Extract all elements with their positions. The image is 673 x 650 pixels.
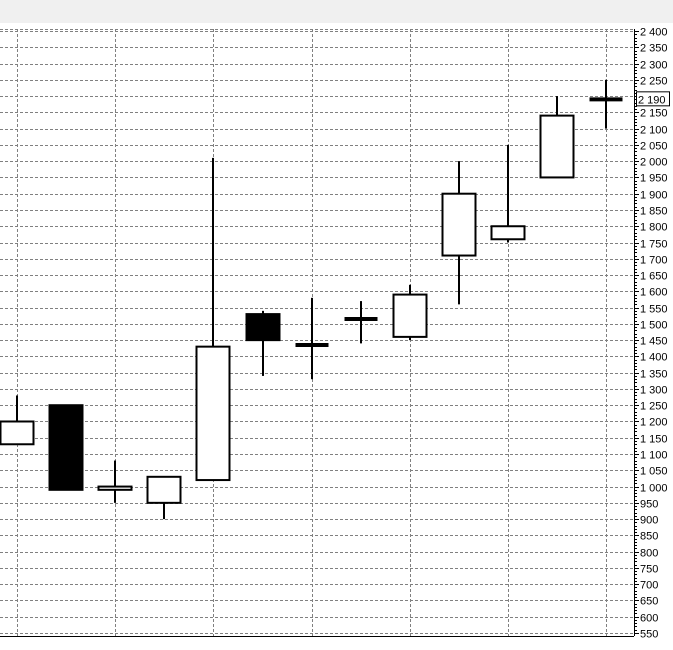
y-tick-label: 2 350 (640, 43, 668, 55)
y-tick-label: 1 000 (640, 483, 668, 495)
y-tick-label: 2 150 (640, 108, 668, 120)
y-tick-label: 950 (640, 499, 658, 511)
candle (48, 404, 84, 491)
y-tick-label: 1 500 (640, 320, 668, 332)
candle (0, 395, 35, 446)
current-price-label: 2 190 (638, 94, 666, 106)
candle (295, 297, 329, 380)
y-tick-label: 1 200 (640, 417, 668, 429)
current-price-box (636, 91, 670, 107)
y-tick-label: 1 400 (640, 352, 668, 364)
candle (539, 96, 575, 179)
y-tick-label: 2 050 (640, 141, 668, 153)
y-tick-label: 2 000 (640, 157, 668, 169)
y-tick-label: 1 550 (640, 304, 668, 316)
y-tick-label: 1 100 (640, 450, 668, 462)
y-tick-label: 1 150 (640, 434, 668, 446)
y-tick-label: 1 900 (640, 190, 668, 202)
candles (0, 79, 623, 520)
candle (146, 475, 182, 520)
y-tick-label: 1 350 (640, 369, 668, 381)
candle (97, 460, 133, 503)
y-tick-label: 750 (640, 564, 658, 576)
candle (589, 79, 623, 129)
candle (441, 161, 477, 305)
y-tick-label: 1 250 (640, 401, 668, 413)
y-tick-label: 850 (640, 531, 658, 543)
y-tick-label: 1 950 (640, 173, 668, 185)
y-tick-label: 2 250 (640, 76, 668, 88)
chart-header-bar (0, 0, 673, 23)
y-tick-label: 550 (640, 629, 658, 641)
grid (0, 29, 634, 636)
candle-body-up (195, 345, 231, 482)
candle-body-down (48, 404, 84, 491)
candle (490, 144, 526, 243)
y-axis: 550 600 650 700 750 800 850 900 950 1 000 1 050 1 1… (0, 27, 670, 641)
y-tick-label: 1 300 (640, 385, 668, 397)
y-tick-label: 1 450 (640, 336, 668, 348)
candle-body-up (0, 420, 35, 446)
candle-body-down (245, 313, 281, 342)
candle-body-up (146, 475, 182, 504)
candle-body-up (392, 293, 428, 338)
candle-body-up (97, 485, 133, 491)
y-tick-label: 1 050 (640, 466, 668, 478)
y-tick-label: 1 750 (640, 239, 668, 251)
y-tick-label: 650 (640, 596, 658, 608)
y-tick-label: 1 850 (640, 206, 668, 218)
y-tick-label: 2 400 (640, 27, 668, 39)
y-tick-label: 1 700 (640, 255, 668, 267)
candle (344, 301, 378, 344)
y-tick-label: 1 600 (640, 287, 668, 299)
y-tick-label: 700 (640, 580, 658, 592)
candle (392, 284, 428, 341)
y-tick-label: 900 (640, 515, 658, 527)
candle (195, 157, 231, 482)
candle (245, 310, 281, 376)
y-tick-label: 2 300 (640, 60, 668, 72)
candle-body-up (490, 225, 526, 241)
y-tick-label: 1 800 (640, 222, 668, 234)
y-tick-label: 1 650 (640, 271, 668, 283)
y-tick-label: 600 (640, 613, 658, 625)
candle-body-up (539, 114, 575, 179)
y-tick-label: 2 100 (640, 125, 668, 137)
y-tick-label: 800 (640, 548, 658, 560)
candle-body-up (441, 192, 477, 257)
